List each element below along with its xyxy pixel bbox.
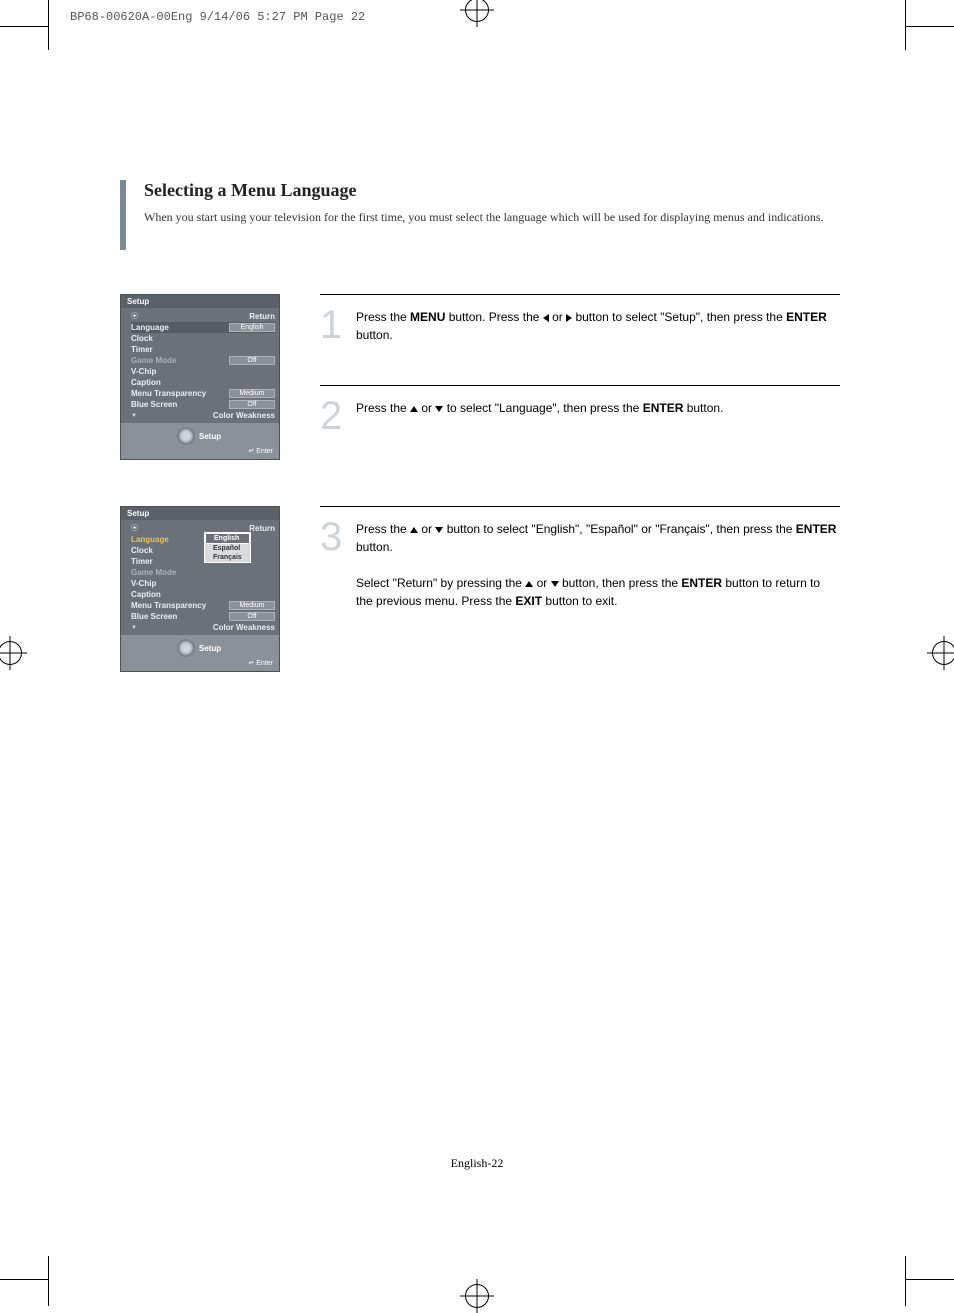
menu-label: Menu Transparency [131, 389, 206, 398]
registration-mark [932, 641, 954, 665]
step-number: 3 [320, 517, 356, 557]
setup-panel-1: Setup ReturnLanguageEnglishClockTimerGam… [120, 294, 280, 460]
intro-text: When you start using your television for… [144, 209, 840, 226]
menu-label: Clock [131, 546, 153, 555]
enter-hint: Enter [248, 447, 273, 455]
page-number: English-22 [451, 1156, 504, 1171]
menu-label: Game Mode [131, 568, 176, 577]
step-text: Press the MENU button. Press the or butt… [356, 305, 840, 344]
arrow-down-icon [551, 581, 559, 587]
menu-label: Color Weakness [213, 623, 275, 632]
menu-label: Language [131, 323, 169, 332]
dropdown-item: English [205, 533, 250, 544]
menu-row: Caption [131, 377, 275, 388]
menu-value: Medium [229, 601, 275, 610]
menu-row: Language English [131, 322, 275, 333]
panel-footer-label: Setup [199, 644, 221, 653]
step-1: 1 Press the MENU button. Press the or bu… [320, 294, 840, 385]
menu-row: Blue Screen Off [131, 611, 275, 622]
registration-mark [465, 0, 489, 22]
menu-label: Return [249, 312, 275, 321]
menu-label: Blue Screen [131, 400, 177, 409]
registration-mark [0, 641, 22, 665]
menu-row: Game Mode [131, 567, 275, 578]
crop-mark [906, 26, 954, 27]
step-3: 3 Press the or button to select "English… [320, 506, 840, 650]
step-number: 1 [320, 305, 356, 345]
language-dropdown: EnglishEspañolFrançais [204, 532, 251, 563]
menu-row: Game Mode Off [131, 355, 275, 366]
dropdown-item: Español [205, 544, 250, 553]
crop-mark [905, 1256, 906, 1306]
menu-row: Timer [131, 344, 275, 355]
menu-row: Menu Transparency Medium [131, 388, 275, 399]
menu-value: English [229, 323, 275, 332]
crop-mark [0, 26, 48, 27]
print-header: BP68-00620A-00Eng 9/14/06 5:27 PM Page 2… [70, 10, 365, 24]
menu-row: Color Weakness [131, 410, 275, 421]
menu-value: Off [229, 356, 275, 365]
menu-label: Color Weakness [213, 411, 275, 420]
panel-title: Setup [121, 507, 279, 520]
menu-label: Return [249, 524, 275, 533]
menu-row: Timer [131, 556, 275, 567]
menu-row: V-Chip [131, 578, 275, 589]
arrow-up-icon [410, 527, 418, 533]
menu-label: Caption [131, 590, 161, 599]
menu-row: Caption [131, 589, 275, 600]
menu-label: Caption [131, 378, 161, 387]
dropdown-item: Français [205, 553, 250, 562]
registration-mark [465, 1284, 489, 1308]
crop-mark [906, 1279, 954, 1280]
menu-label: Menu Transparency [131, 601, 206, 610]
menu-value: Medium [229, 389, 275, 398]
crop-mark [905, 0, 906, 50]
menu-label: Game Mode [131, 356, 176, 365]
step-text: Press the or button to select "English",… [356, 517, 840, 610]
menu-row: Color Weakness [131, 622, 275, 633]
step-number: 2 [320, 396, 356, 436]
step-2: 2 Press the or to select "Language", the… [320, 385, 840, 476]
accent-bar [120, 180, 126, 250]
arrow-up-icon [410, 406, 418, 412]
setup-panel-2: Setup Return Language Clock Timer Game Mode V… [120, 506, 280, 672]
menu-label: V-Chip [131, 367, 156, 376]
menu-row: Return [131, 522, 275, 534]
menu-label: Blue Screen [131, 612, 177, 621]
menu-row: Clock [131, 545, 275, 556]
menu-label: Clock [131, 334, 153, 343]
gear-icon [179, 429, 193, 443]
menu-row: Return [131, 310, 275, 322]
crop-mark [48, 0, 49, 50]
menu-row: V-Chip [131, 366, 275, 377]
menu-row: Language [131, 534, 275, 545]
panel-title: Setup [121, 295, 279, 308]
menu-row: Blue Screen Off [131, 399, 275, 410]
menu-label: V-Chip [131, 579, 156, 588]
menu-label: Language [131, 535, 169, 544]
section-title: Selecting a Menu Language [144, 180, 840, 201]
panel-footer-label: Setup [199, 432, 221, 441]
menu-label: Timer [131, 557, 153, 566]
gear-icon [179, 641, 193, 655]
menu-label: Timer [131, 345, 153, 354]
menu-row: Clock [131, 333, 275, 344]
step-text: Press the or to select "Language", then … [356, 396, 840, 417]
menu-value: Off [229, 400, 275, 409]
crop-mark [0, 1279, 48, 1280]
enter-hint: Enter [248, 659, 273, 667]
menu-value: Off [229, 612, 275, 621]
crop-mark [48, 1256, 49, 1306]
menu-row: Menu Transparency Medium [131, 600, 275, 611]
